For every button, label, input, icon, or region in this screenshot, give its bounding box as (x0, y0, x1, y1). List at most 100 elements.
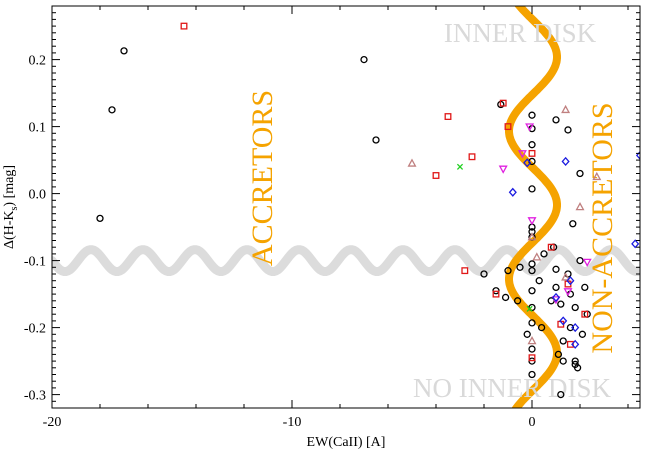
data-point-circle (573, 364, 582, 372)
data-point-triangle (575, 202, 585, 211)
data-point-square (547, 243, 555, 251)
x-tick-label: -20 (43, 415, 62, 430)
data-point-circle (552, 116, 560, 124)
data-point-circle (569, 220, 577, 228)
data-point-circle (528, 260, 536, 268)
y-tick-label: -0.1 (24, 255, 46, 270)
y-tick-label: -0.2 (24, 322, 46, 337)
data-point-triangle-down (525, 123, 535, 132)
inner-disk-label: INNER DISK (444, 18, 597, 48)
data-point-triangle-down (527, 217, 537, 226)
data-point-circle (528, 370, 536, 379)
data-point-circle (566, 323, 575, 332)
data-point-circle (528, 141, 536, 149)
data-point-triangle-down (517, 150, 527, 159)
accretors-label: ACCRETORS (246, 90, 279, 266)
data-point-triangle (592, 171, 602, 181)
data-point-cross (526, 305, 533, 312)
data-point-square (581, 310, 589, 318)
data-point-circle (557, 390, 565, 399)
data-point-circle (516, 263, 524, 271)
data-point-circle (528, 345, 536, 353)
boundary-layer (52, 6, 640, 408)
data-point-circle (552, 265, 560, 273)
data-point-circle (571, 357, 579, 365)
data-point-circle (528, 185, 536, 193)
data-point-circle (576, 169, 584, 178)
y-axis-title-main: Δ(H-K (2, 210, 17, 249)
data-point-circle (528, 319, 536, 327)
data-point-square (461, 267, 469, 275)
data-point-square (432, 172, 440, 179)
data-point-diamond (631, 239, 640, 249)
y-axis-title: Δ(H-Ks) [mag] (2, 165, 20, 249)
data-point-triangle (532, 252, 542, 261)
data-point-triangle (561, 104, 571, 114)
data-point-triangle (527, 232, 537, 241)
y-tick-label: -0.3 (24, 389, 46, 404)
x-tick-label: 0 (529, 415, 536, 430)
data-point-diamond (523, 158, 532, 168)
data-point-circle (528, 287, 536, 295)
data-point-square (528, 149, 536, 157)
data-point-circle (571, 303, 579, 312)
data-point-diamond (551, 292, 561, 303)
data-point-circle (578, 330, 587, 338)
data-point-square (180, 22, 188, 30)
data-point-circle (96, 214, 104, 223)
data-point-circle (120, 47, 128, 55)
data-point-circle (559, 337, 567, 345)
y-axis-title-sub: s (9, 206, 20, 210)
data-point-square (444, 113, 452, 120)
data-point-circle (523, 330, 531, 338)
axis-ticks: -20 -10 0 0.2 0.1 0.0 -0.1 -0.2 -0.3 (24, 5, 640, 430)
data-point-circle (513, 297, 522, 305)
data-point-square (528, 354, 536, 362)
data-point-triangle (561, 272, 571, 281)
region-labels: INNER DISK NO INNER DISK ACCRETORS NON-A… (246, 18, 619, 403)
inner-disk-boundary (52, 245, 640, 276)
data-point-triangle (527, 336, 537, 345)
data-point-circle (554, 350, 563, 359)
data-point-diamond (566, 276, 575, 286)
data-point-triangle (407, 158, 417, 167)
data-point-triangle-down (582, 258, 592, 267)
data-point-square (499, 99, 507, 107)
no-inner-disk-label: NO INNER DISK (413, 373, 611, 403)
data-point-square (468, 153, 476, 161)
data-point-circle (537, 323, 546, 332)
y-axis-title-tail: ) [mag] (2, 165, 17, 207)
y-tick-label: 0.2 (29, 54, 47, 69)
non-accretors-label: NON-ACCRETORS (586, 102, 619, 353)
data-point-circle (564, 126, 572, 134)
data-point-circle (372, 136, 380, 144)
data-point-circle (557, 300, 565, 308)
data-point-diamond (561, 156, 570, 167)
data-point-diamond (635, 150, 640, 160)
data-point-circle (535, 277, 543, 285)
accretion-boundary (505, 6, 561, 408)
data-point-triangle-down (563, 288, 573, 297)
y-tick-label: 0.0 (29, 188, 47, 203)
x-axis-title: EW(CaII) [A] (307, 435, 386, 450)
data-point-triangle-down (498, 165, 508, 174)
data-point-diamond (508, 187, 517, 197)
data-point-circle (528, 266, 536, 275)
data-point-diamond (571, 339, 580, 349)
data-point-circle (480, 270, 488, 278)
data-point-diamond (559, 316, 568, 326)
data-point-square (566, 340, 574, 348)
data-points (96, 22, 640, 399)
data-point-circle (540, 250, 548, 258)
data-point-circle (528, 111, 536, 119)
data-point-square (492, 290, 500, 298)
data-point-circle (559, 357, 567, 365)
data-point-diamond (571, 323, 580, 333)
x-tick-label: -10 (283, 415, 302, 430)
data-point-circle (581, 283, 589, 292)
data-point-circle (504, 266, 512, 275)
data-point-cross (456, 163, 464, 170)
data-point-circle (360, 55, 368, 64)
